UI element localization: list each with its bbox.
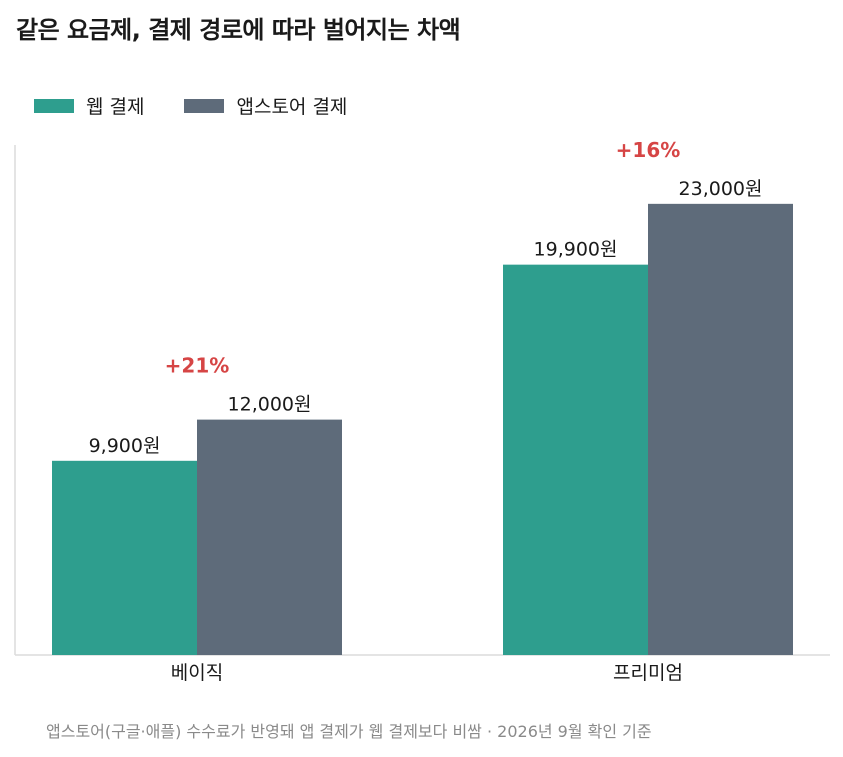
annotation-diff-2: +16% [616, 138, 681, 162]
data-label-web-2: 19,900원 [534, 239, 618, 261]
bar-web-1 [52, 460, 197, 655]
annotation-diff-1: +21% [165, 354, 230, 378]
x-tick-label-1: 베이직 [171, 662, 223, 684]
legend-label-web: 웹 결제 [86, 96, 145, 118]
legend-item-web: 웹 결제 [34, 92, 144, 119]
bar-appstore-2 [648, 203, 793, 655]
legend-swatch-appstore [184, 98, 225, 113]
data-label-appstore-1: 12,000원 [228, 394, 312, 416]
footnote: 앱스토어(구글·애플) 수수료가 반영돼 앱 결제가 웹 결제보다 비쌈 · 2… [46, 722, 652, 741]
bar-chart: 9,900원 12,000원 +21% 베이직 19,900원 23,000원 +16% 프리… [14, 138, 830, 684]
legend-swatch-web [34, 98, 74, 113]
data-label-web-1: 9,900원 [89, 435, 161, 457]
data-label-appstore-2: 23,000원 [679, 178, 763, 200]
legend: 웹 결제 앱스토어 결제 [34, 92, 347, 119]
bar-appstore-1 [197, 419, 342, 655]
legend-label-appstore: 앱스토어 결제 [236, 96, 348, 118]
chart-title: 같은 요금제, 결제 경로에 따라 벌어지는 차액 [16, 16, 461, 44]
x-tick-label-2: 프리미엄 [613, 662, 683, 684]
bar-web-2 [503, 264, 648, 655]
legend-item-appstore: 앱스토어 결제 [184, 92, 347, 119]
